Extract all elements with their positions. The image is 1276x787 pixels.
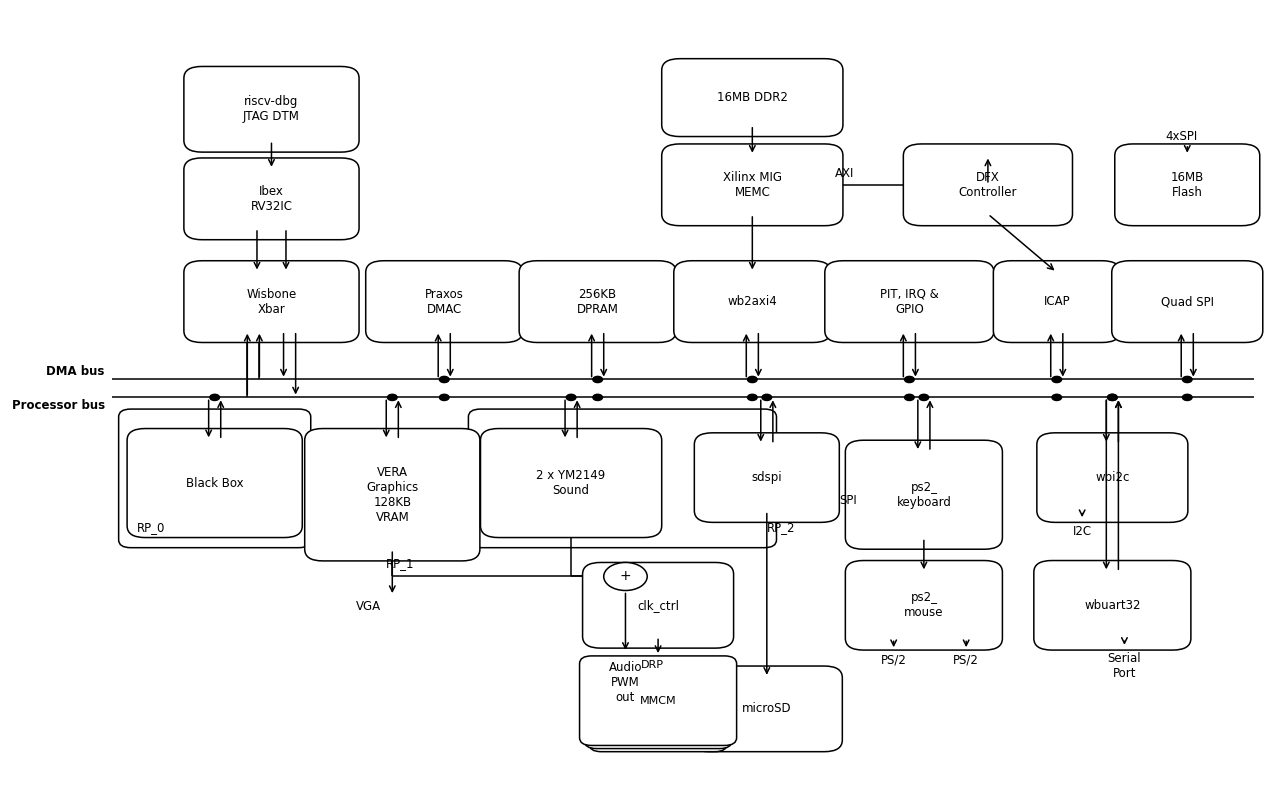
FancyBboxPatch shape (846, 560, 1003, 650)
FancyBboxPatch shape (662, 59, 843, 136)
FancyBboxPatch shape (824, 260, 994, 342)
Text: SPI: SPI (840, 494, 857, 508)
Text: Serial
Port: Serial Port (1108, 652, 1141, 681)
FancyBboxPatch shape (584, 659, 731, 748)
Text: Praxos
DMAC: Praxos DMAC (425, 287, 463, 316)
FancyBboxPatch shape (590, 662, 727, 752)
Text: Xilinx MIG
MEMC: Xilinx MIG MEMC (722, 171, 782, 199)
Text: ps2_
mouse: ps2_ mouse (905, 591, 944, 619)
Text: DFX
Controller: DFX Controller (958, 171, 1017, 199)
Circle shape (748, 394, 757, 401)
FancyBboxPatch shape (674, 260, 831, 342)
Circle shape (593, 376, 602, 382)
Circle shape (1051, 394, 1062, 401)
FancyBboxPatch shape (481, 429, 662, 538)
Circle shape (1051, 376, 1062, 382)
Text: 16MB
Flash: 16MB Flash (1170, 171, 1203, 199)
Text: AXI: AXI (835, 167, 854, 179)
Text: sdspi: sdspi (752, 471, 782, 484)
Text: Processor bus: Processor bus (11, 399, 105, 412)
Circle shape (388, 394, 397, 401)
Text: PS/2: PS/2 (880, 654, 907, 667)
FancyBboxPatch shape (1037, 433, 1188, 523)
FancyBboxPatch shape (903, 144, 1073, 226)
Text: ps2_
keyboard: ps2_ keyboard (897, 481, 952, 508)
Text: Ibex
RV32IC: Ibex RV32IC (250, 185, 292, 212)
Text: microSD: microSD (743, 702, 791, 715)
Text: clk_ctrl: clk_ctrl (637, 599, 679, 611)
FancyBboxPatch shape (366, 260, 523, 342)
Text: 256KB
DPRAM: 256KB DPRAM (577, 287, 619, 316)
Text: RP_2: RP_2 (767, 521, 795, 534)
Text: Audio
PWM
out: Audio PWM out (609, 660, 642, 704)
Text: wbi2c: wbi2c (1095, 471, 1129, 484)
Circle shape (604, 563, 647, 590)
Circle shape (593, 394, 602, 401)
Text: DRP: DRP (641, 660, 664, 670)
Text: +: + (620, 570, 632, 583)
Text: ICAP: ICAP (1044, 295, 1071, 309)
Text: Wisbone
Xbar: Wisbone Xbar (246, 287, 296, 316)
Circle shape (905, 376, 914, 382)
Circle shape (748, 376, 757, 382)
Text: riscv-dbg
JTAG DTM: riscv-dbg JTAG DTM (242, 95, 300, 124)
Text: 16MB DDR2: 16MB DDR2 (717, 91, 787, 104)
Text: RP_1: RP_1 (387, 557, 415, 570)
Text: I2C: I2C (1073, 525, 1092, 538)
Text: Black Box: Black Box (186, 477, 244, 490)
FancyBboxPatch shape (1115, 144, 1259, 226)
FancyBboxPatch shape (184, 66, 359, 152)
Text: 4xSPI: 4xSPI (1165, 130, 1197, 142)
FancyBboxPatch shape (662, 144, 843, 226)
FancyBboxPatch shape (692, 666, 842, 752)
Circle shape (1183, 394, 1192, 401)
Circle shape (905, 394, 914, 401)
Circle shape (439, 376, 449, 382)
Text: PIT, IRQ &
GPIO: PIT, IRQ & GPIO (880, 287, 939, 316)
Circle shape (439, 394, 449, 401)
Circle shape (567, 394, 575, 401)
FancyBboxPatch shape (305, 429, 480, 561)
Circle shape (1108, 394, 1118, 401)
Circle shape (1183, 376, 1192, 382)
FancyBboxPatch shape (519, 260, 676, 342)
Circle shape (919, 394, 929, 401)
FancyBboxPatch shape (184, 260, 359, 342)
FancyBboxPatch shape (583, 563, 734, 648)
Text: RP_0: RP_0 (137, 521, 165, 534)
Text: Quad SPI: Quad SPI (1161, 295, 1213, 309)
Text: MMCM: MMCM (639, 696, 676, 706)
FancyBboxPatch shape (184, 158, 359, 240)
FancyBboxPatch shape (846, 440, 1003, 549)
FancyBboxPatch shape (694, 433, 840, 523)
Text: PS/2: PS/2 (953, 654, 979, 667)
Text: VGA: VGA (356, 600, 380, 613)
Text: wb2axi4: wb2axi4 (727, 295, 777, 309)
FancyBboxPatch shape (993, 260, 1120, 342)
Circle shape (762, 394, 772, 401)
Text: wbuart32: wbuart32 (1085, 599, 1141, 611)
FancyBboxPatch shape (1111, 260, 1263, 342)
FancyBboxPatch shape (1034, 560, 1191, 650)
Circle shape (1108, 394, 1118, 401)
FancyBboxPatch shape (579, 656, 736, 745)
Text: DMA bus: DMA bus (46, 365, 105, 379)
Text: 2 x YM2149
Sound: 2 x YM2149 Sound (536, 469, 606, 497)
Text: VERA
Graphics
128KB
VRAM: VERA Graphics 128KB VRAM (366, 466, 419, 523)
FancyBboxPatch shape (128, 429, 302, 538)
Circle shape (209, 394, 219, 401)
